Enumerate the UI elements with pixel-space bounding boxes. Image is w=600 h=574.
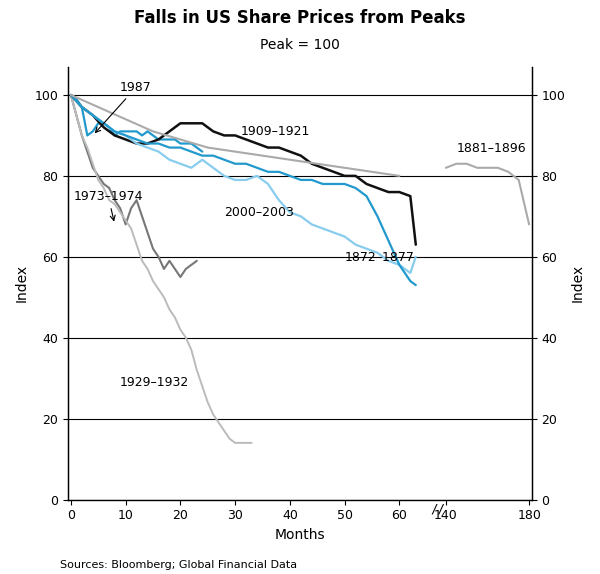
- Text: 1909–1921: 1909–1921: [241, 126, 310, 138]
- Text: 1973–1974: 1973–1974: [74, 190, 143, 220]
- Text: 1929–1932: 1929–1932: [120, 376, 190, 389]
- Text: 1987: 1987: [95, 81, 152, 133]
- X-axis label: Months: Months: [275, 528, 325, 542]
- Text: Sources: Bloomberg; Global Financial Data: Sources: Bloomberg; Global Financial Dat…: [60, 560, 297, 570]
- Text: Falls in US Share Prices from Peaks: Falls in US Share Prices from Peaks: [134, 9, 466, 27]
- Text: 2000–2003: 2000–2003: [224, 206, 294, 219]
- Text: 1881–1896: 1881–1896: [456, 142, 526, 154]
- Text: Peak = 100: Peak = 100: [260, 38, 340, 52]
- Y-axis label: Index: Index: [571, 264, 585, 302]
- Text: //: //: [430, 502, 445, 515]
- Y-axis label: Index: Index: [15, 264, 29, 302]
- Text: 1872–1877: 1872–1877: [344, 251, 415, 264]
